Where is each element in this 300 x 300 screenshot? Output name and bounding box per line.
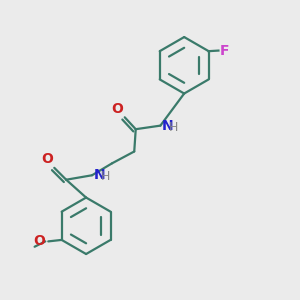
Text: O: O	[111, 102, 123, 116]
Text: H: H	[100, 170, 110, 183]
Text: N: N	[162, 118, 173, 133]
Text: N: N	[94, 168, 105, 182]
Text: O: O	[41, 152, 53, 166]
Text: F: F	[220, 44, 230, 58]
Text: H: H	[169, 121, 178, 134]
Text: O: O	[33, 234, 45, 248]
